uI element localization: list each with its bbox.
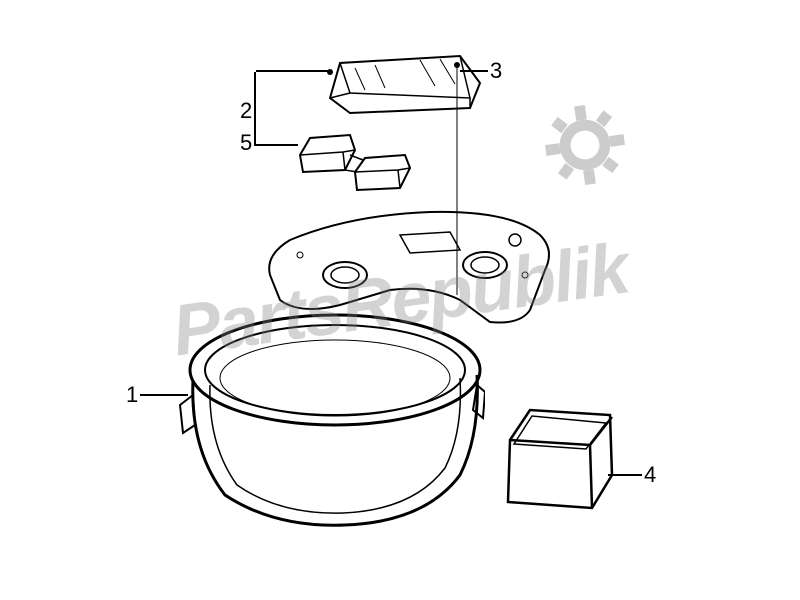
parts-diagram: 1 2 4 3 5 PartsRepublik (0, 0, 800, 600)
callout-label-3: 4 (644, 462, 656, 488)
part-screw-line (452, 60, 462, 295)
part-bucket (175, 310, 485, 535)
callout-label-4: 3 (490, 58, 502, 84)
callout-line-2b (254, 72, 256, 108)
callout-label-2: 2 (240, 98, 252, 124)
callout-line-4 (460, 70, 488, 72)
callout-line-1 (140, 394, 188, 396)
callout-line-3 (608, 474, 642, 476)
part-battery-box (500, 400, 620, 520)
callout-line-5b (254, 108, 256, 146)
callout-label-1: 1 (126, 382, 138, 408)
callout-line-5 (256, 144, 298, 146)
callout-line-2 (256, 70, 328, 72)
part-foam-blocks (295, 130, 415, 195)
callout-label-5: 5 (240, 130, 252, 156)
part-cover (320, 48, 490, 118)
watermark-gear-icon (534, 94, 636, 196)
